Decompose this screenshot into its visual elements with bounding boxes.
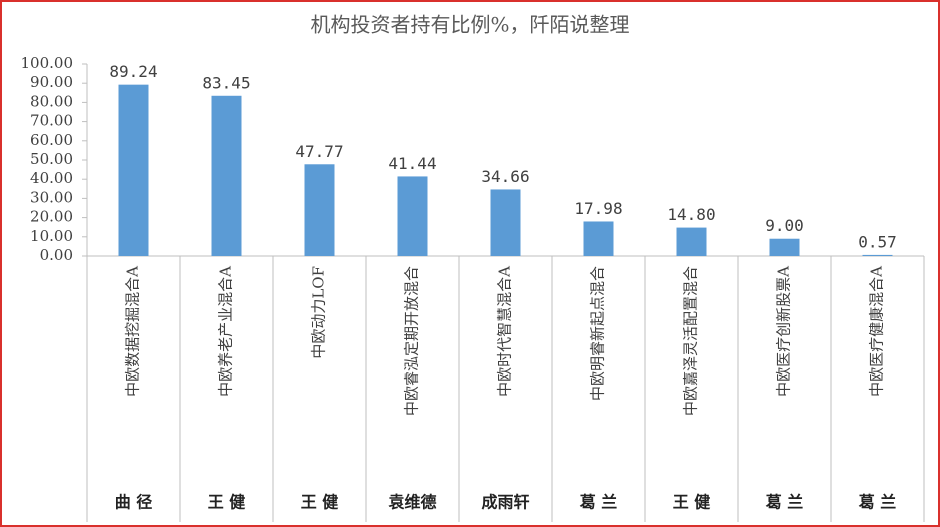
chart-title: 机构投资者持有比例%，阡陌说整理 bbox=[310, 13, 629, 37]
y-tick-label: 90.00 bbox=[30, 73, 73, 91]
group-label: 葛 兰 bbox=[859, 493, 897, 512]
data-label: 9.00 bbox=[765, 216, 804, 235]
x-tick-label: 中欧嘉泽灵活配置混合 bbox=[682, 266, 700, 416]
group-label: 葛 兰 bbox=[580, 493, 618, 512]
y-tick-label: 0.00 bbox=[40, 246, 73, 264]
data-label: 83.45 bbox=[202, 73, 250, 92]
group-label: 袁维德 bbox=[387, 493, 436, 512]
data-label: 89.24 bbox=[109, 62, 157, 81]
y-tick-label: 60.00 bbox=[30, 131, 73, 149]
x-tick-label: 中欧养老产业混合A bbox=[217, 266, 235, 397]
x-tick-label: 中欧时代智慧混合A bbox=[496, 266, 514, 397]
group-label: 王 健 bbox=[208, 493, 246, 512]
data-label: 34.66 bbox=[481, 167, 529, 186]
x-tick-label: 中欧数据挖掘混合A bbox=[124, 266, 142, 397]
bar bbox=[490, 189, 521, 256]
y-tick-label: 100.00 bbox=[21, 54, 74, 72]
data-label: 0.57 bbox=[858, 232, 897, 251]
bar bbox=[397, 176, 428, 256]
y-tick-label: 30.00 bbox=[30, 188, 73, 206]
bar bbox=[211, 95, 242, 256]
y-tick-label: 40.00 bbox=[30, 169, 73, 187]
group-label: 曲 径 bbox=[115, 493, 153, 512]
data-label: 47.77 bbox=[295, 142, 343, 161]
bar bbox=[118, 84, 149, 256]
data-label: 41.44 bbox=[388, 154, 436, 173]
group-label: 王 健 bbox=[301, 493, 339, 512]
group-label: 成雨轩 bbox=[481, 493, 529, 512]
y-tick-label: 20.00 bbox=[30, 208, 73, 226]
bar bbox=[304, 164, 335, 256]
y-tick-label: 70.00 bbox=[30, 112, 73, 130]
x-tick-label: 中欧医疗健康混合A bbox=[868, 266, 886, 397]
group-label: 葛 兰 bbox=[766, 493, 804, 512]
data-label: 17.98 bbox=[574, 199, 622, 218]
data-label: 14.80 bbox=[667, 205, 715, 224]
x-tick-label: 中欧睿泓定期开放混合 bbox=[403, 266, 421, 416]
bar bbox=[676, 227, 707, 256]
x-tick-label: 中欧动力LOF bbox=[310, 266, 328, 359]
x-tick-label: 中欧医疗创新股票A bbox=[775, 266, 793, 397]
bar bbox=[862, 254, 893, 256]
bar bbox=[583, 221, 614, 256]
y-tick-label: 80.00 bbox=[30, 92, 73, 110]
x-tick-label: 中欧明睿新起点混合 bbox=[589, 266, 607, 401]
bar bbox=[769, 238, 800, 256]
y-tick-label: 50.00 bbox=[30, 150, 73, 168]
group-label: 王 健 bbox=[673, 493, 711, 512]
y-tick-label: 10.00 bbox=[30, 227, 73, 245]
